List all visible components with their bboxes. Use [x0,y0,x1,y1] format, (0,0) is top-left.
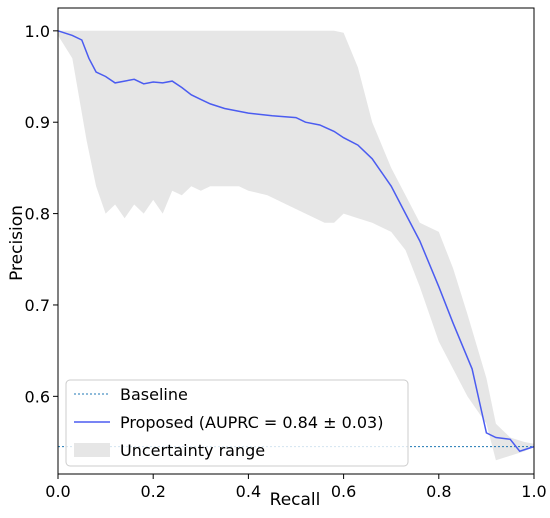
uncertainty-band [58,30,534,461]
x-tick-label: 0.0 [45,482,70,501]
y-tick-label: 0.8 [25,205,50,224]
legend-band-swatch [74,443,110,457]
axes-frame [57,7,535,475]
y-axis-ticks: 0.6 0.7 0.8 0.9 1.0 [25,22,58,406]
x-tick-label: 0.2 [140,482,165,501]
uncertainty-band-layer [58,30,534,461]
x-tick-label: 1.0 [521,482,546,501]
legend-baseline-label: Baseline [120,385,188,404]
legend-band-label: Uncertainty range [120,441,265,460]
y-tick-label: 0.6 [25,387,50,406]
y-tick-label: 0.7 [25,296,50,315]
y-axis-label: Precision [7,205,27,281]
x-axis-label: Recall [270,490,321,510]
y-tick-label: 1.0 [25,22,50,41]
legend: Baseline Proposed (AUPRC = 0.84 ± 0.03) Un… [65,379,409,467]
y-tick-label: 0.9 [25,113,50,132]
x-tick-label: 0.6 [331,482,356,501]
x-tick-label: 0.8 [426,482,451,501]
legend-proposed-label: Proposed (AUPRC = 0.84 ± 0.03) [120,413,383,432]
legend-box [65,379,409,467]
x-axis-ticks: 0.0 0.2 0.4 0.6 0.8 1.0 [45,474,547,501]
proposed-series-line [57,30,535,453]
x-tick-label: 0.4 [236,482,261,501]
